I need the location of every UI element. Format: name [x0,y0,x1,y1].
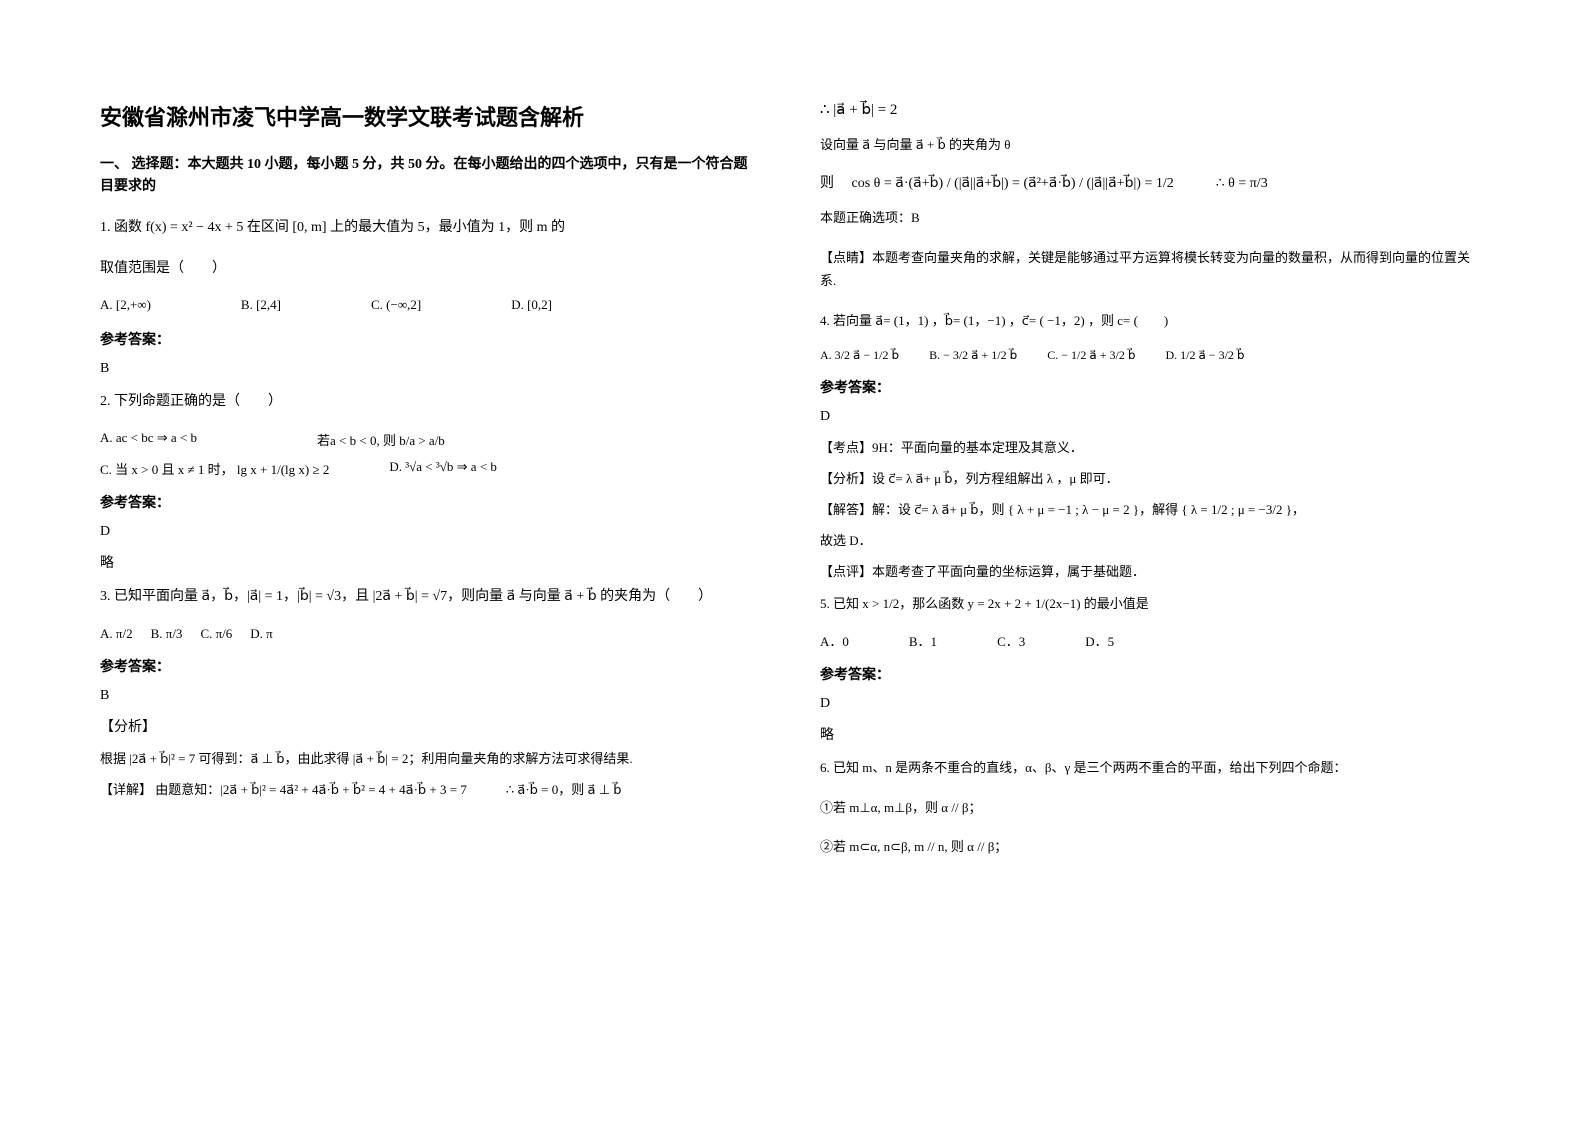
q3-detail-text: 由题意知：|2a⃗ + b⃗|² = 4a⃗² + 4a⃗·b⃗ + b⃗² =… [155,782,621,797]
q4-comment: 【点评】本题考查了平面向量的坐标运算，属于基础题． [820,561,1480,580]
q3-opt-c: C. π/6 [200,626,232,642]
q3-right-line4: 本题正确选项：B [820,206,1480,229]
q1-opt-c: C. (−∞,2] [371,297,421,313]
q3-right-line1: ∴ |a⃗ + b⃗| = 2 [820,100,1480,119]
q4-answer-label: 参考答案： [820,377,1480,397]
q2-answer: D [100,524,760,540]
q2-opt-a: A. ac < bc ⇒ a < b [100,430,197,449]
q1-opt-d: D. [0,2] [511,297,552,313]
q4-solve: 【解答】解：设 c⃗= λ a⃗+ μ b⃗，则 { λ + μ = −1 ; … [820,499,1480,518]
q5-opt-c: C．3 [997,631,1025,650]
q2-opt-d: D. ³√a < ³√b ⇒ a < b [389,459,497,478]
q4-opt-a: A. 3/2 a⃗ − 1/2 b⃗ [820,348,899,363]
q2-brief: 略 [100,552,760,572]
q3-opt-b: B. π/3 [151,626,183,642]
q2-answer-label: 参考答案： [100,492,760,512]
q2-opt-c: C. 当 x > 0 且 x ≠ 1 时， lg x + 1/(lg x) ≥ … [100,459,329,478]
q4-opt-c: C. − 1/2 a⃗ + 3/2 b⃗ [1047,348,1135,363]
q4-analysis: 【分析】设 c⃗= λ a⃗+ μ b⃗，列方程组解出 λ ，μ 即可． [820,468,1480,487]
q3-answer-label: 参考答案： [100,656,760,676]
q5-opt-b: B．1 [909,631,937,650]
section-header: 一、 选择题：本大题共 10 小题，每小题 5 分，共 50 分。在每小题给出的… [100,154,760,199]
q3-detail-label: 【详解】 [100,782,152,797]
q3-analysis-text: 根据 |2a⃗ + b⃗|² = 7 可得到：a⃗ ⊥ b⃗，由此求得 |a⃗ … [100,748,760,767]
q3-right-line3-prefix: 则 [820,176,848,191]
q4-point: 【考点】9H：平面向量的基本定理及其意义． [820,437,1480,456]
q1-answer: B [100,361,760,377]
q1-stem-b: 取值范围是（ ） [100,256,760,281]
q6-p1: ①若 m⊥α, m⊥β，则 α // β； [820,796,1480,819]
q1-options: A. [2,+∞) B. [2,4] C. (−∞,2] D. [0,2] [100,297,760,313]
q1-opt-a: A. [2,+∞) [100,297,151,313]
page-title: 安徽省滁州市凌飞中学高一数学文联考试题含解析 [100,100,760,132]
q4-stem: 4. 若向量 a⃗= (1，1) ，b⃗= (1，−1) ，c⃗= ( −1，2… [820,309,1480,332]
q6-stem: 6. 已知 m、n 是两条不重合的直线，α、β、γ 是三个两两不重合的平面，给出… [820,756,1480,779]
q3-options: A. π/2 B. π/3 C. π/6 D. π [100,626,760,642]
q5-opt-a: A．0 [820,631,849,650]
q1-answer-label: 参考答案： [100,329,760,349]
q6-p2: ②若 m⊂α, n⊂β, m // n, 则 α // β； [820,835,1480,858]
q2-opt-b: 若a < b < 0, 则 b/a > a/b [317,430,445,449]
q3-right-line3-text: cos θ = a⃗·(a⃗+b⃗) / (|a⃗||a⃗+b⃗|) = (a⃗… [852,176,1268,191]
q1-opt-b: B. [2,4] [241,297,281,313]
q3-right-line2: 设向量 a⃗ 与向量 a⃗ + b⃗ 的夹角为 θ [820,133,1480,156]
q4-opt-b: B. − 3/2 a⃗ + 1/2 b⃗ [929,348,1017,363]
q5-brief: 略 [820,724,1480,744]
q3-analysis-label: 【分析】 [100,716,760,736]
q4-opt-d: D. 1/2 a⃗ − 3/2 b⃗ [1165,348,1244,363]
q3-detail: 【详解】 由题意知：|2a⃗ + b⃗|² = 4a⃗² + 4a⃗·b⃗ + … [100,779,760,798]
q5-stem: 5. 已知 x > 1/2，那么函数 y = 2x + 2 + 1/(2x−1)… [820,592,1480,615]
q3-opt-d: D. π [250,626,272,642]
q5-answer-label: 参考答案： [820,664,1480,684]
q4-answer: D [820,409,1480,425]
q3-right-line3: 则 cos θ = a⃗·(a⃗+b⃗) / (|a⃗||a⃗+b⃗|) = (… [820,172,1480,192]
q5-answer: D [820,696,1480,712]
q3-stem: 3. 已知平面向量 a⃗，b⃗，|a⃗| = 1，|b⃗| = √3，且 |2a… [100,584,760,609]
q3-right-comment: 【点睛】本题考查向量夹角的求解，关键是能够通过平方运算将模长转变为向量的数量积，… [820,246,1480,293]
q5-opt-d: D．5 [1085,631,1114,650]
q2-stem: 2. 下列命题正确的是（ ） [100,389,760,414]
q3-answer: B [100,688,760,704]
q3-opt-a: A. π/2 [100,626,133,642]
q1-stem-a: 1. 函数 f(x) = x² − 4x + 5 在区间 [0, m] 上的最大… [100,215,760,240]
q4-conclude: 故选 D． [820,530,1480,549]
